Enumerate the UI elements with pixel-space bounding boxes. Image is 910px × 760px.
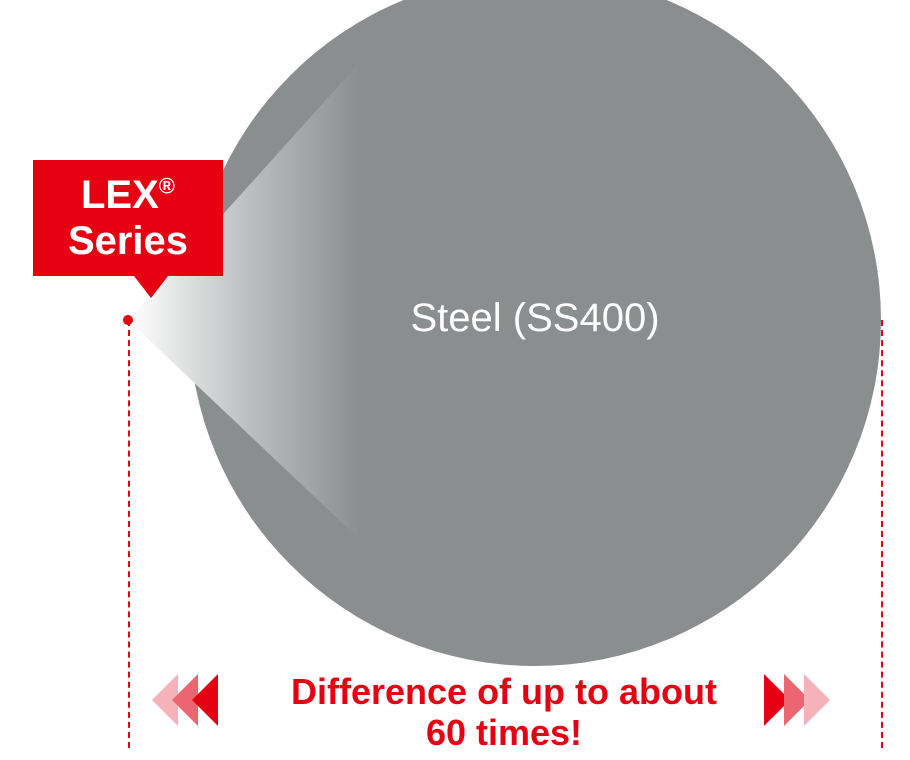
chevrons-right-icon [770,674,830,726]
lex-callout-line2: Series [68,218,188,264]
chevrons-left-icon [152,674,212,726]
zoom-wedge [0,0,910,760]
diagram-root: LEX®Series Steel (SS400) Difference of up … [0,0,910,760]
dash-left [128,320,130,748]
lex-callout: LEX®Series [33,160,223,276]
lex-callout-notch [134,276,168,298]
steel-label: Steel (SS400) [335,296,735,341]
difference-label: Difference of up to about60 times! [244,671,764,754]
dash-right [881,320,883,748]
lex-callout-line1: LEX® [81,172,175,218]
